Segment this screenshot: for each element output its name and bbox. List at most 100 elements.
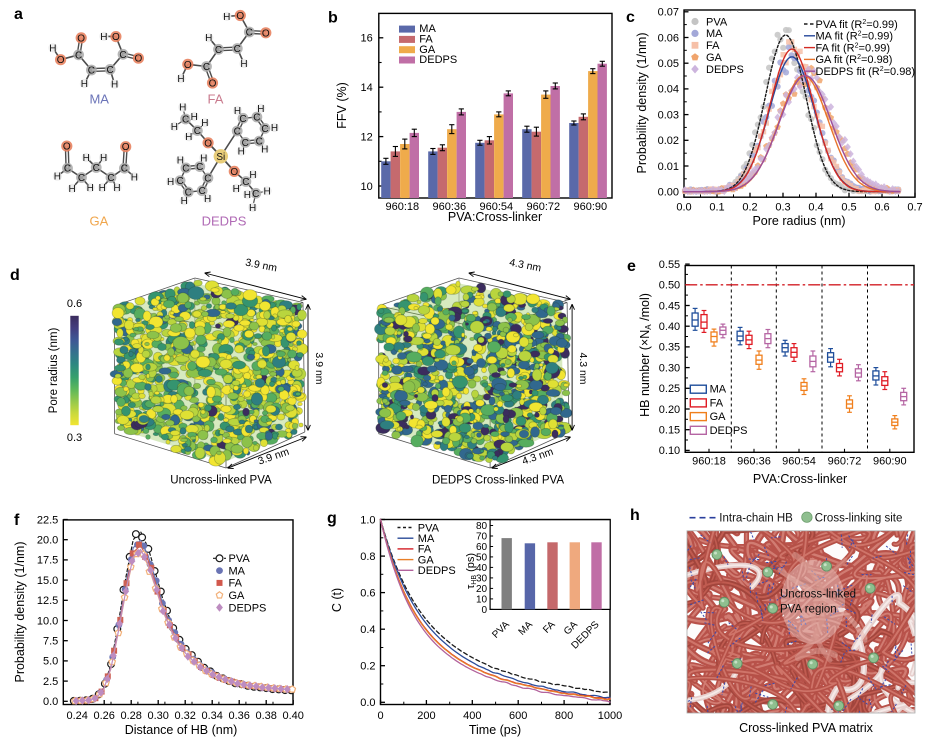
svg-text:MA: MA [706, 28, 723, 40]
svg-text:O: O [184, 60, 192, 71]
svg-text:0.35: 0.35 [659, 342, 680, 354]
svg-text:FA: FA [418, 544, 432, 556]
svg-text:H: H [201, 118, 208, 129]
svg-text:e: e [627, 258, 636, 275]
svg-text:0.40: 0.40 [282, 710, 303, 722]
svg-text:200: 200 [417, 710, 435, 722]
svg-text:HB number (×NA /mol): HB number (×NA /mol) [638, 293, 653, 417]
svg-text:H: H [205, 33, 212, 44]
svg-text:40: 40 [476, 563, 488, 574]
svg-text:Uncross-linked PVA: Uncross-linked PVA [170, 475, 272, 487]
svg-text:DEDPS fit (R2=0.98): DEDPS fit (R2=0.98) [816, 66, 916, 78]
svg-text:H: H [111, 80, 118, 91]
svg-text:h: h [630, 507, 640, 524]
svg-text:1000: 1000 [598, 710, 622, 722]
svg-text:FA: FA [706, 40, 720, 52]
svg-text:O: O [236, 11, 244, 22]
svg-text:C: C [194, 126, 201, 137]
svg-text:f: f [14, 512, 20, 529]
svg-text:Cross-linked PVA matrix: Cross-linked PVA matrix [739, 721, 874, 735]
svg-text:960:36: 960:36 [737, 456, 771, 468]
svg-text:H: H [204, 194, 211, 205]
svg-text:C: C [182, 115, 189, 126]
svg-text:MA: MA [710, 384, 727, 396]
svg-text:GA: GA [710, 411, 727, 423]
svg-text:FFV (%): FFV (%) [335, 82, 349, 129]
svg-text:GA: GA [229, 590, 246, 602]
svg-text:Pore radius (nm): Pore radius (nm) [752, 214, 845, 228]
svg-text:0.3: 0.3 [775, 202, 790, 214]
svg-text:4.3 nm: 4.3 nm [508, 257, 542, 275]
svg-text:GA: GA [90, 214, 109, 229]
svg-text:800: 800 [555, 710, 573, 722]
svg-text:τHB (ps): τHB (ps) [465, 553, 478, 589]
svg-text:0.0: 0.0 [43, 696, 58, 708]
svg-text:0.28: 0.28 [120, 710, 141, 722]
svg-text:0.38: 0.38 [255, 710, 276, 722]
svg-text:C: C [261, 124, 268, 135]
svg-text:C: C [242, 177, 249, 188]
svg-text:O: O [57, 55, 65, 66]
svg-text:PVA:Cross-linker: PVA:Cross-linker [753, 472, 847, 486]
svg-text:O: O [204, 138, 212, 149]
svg-text:16: 16 [361, 33, 373, 45]
svg-text:7.5: 7.5 [43, 636, 58, 648]
svg-text:H: H [87, 183, 94, 194]
svg-text:MA: MA [418, 533, 435, 545]
svg-text:Cross-linking site: Cross-linking site [815, 513, 903, 525]
svg-text:H: H [68, 184, 75, 195]
svg-text:H: H [249, 170, 256, 181]
svg-text:2.5: 2.5 [43, 676, 58, 688]
svg-text:0.0: 0.0 [676, 202, 691, 214]
svg-text:O: O [135, 54, 143, 65]
svg-text:22.5: 22.5 [37, 514, 58, 526]
svg-text:3.9 nm: 3.9 nm [244, 257, 278, 275]
svg-text:17.5: 17.5 [37, 555, 58, 567]
svg-text:H: H [240, 59, 247, 70]
svg-text:b: b [328, 10, 338, 27]
svg-text:H: H [191, 112, 198, 123]
svg-text:0.00: 0.00 [658, 187, 679, 199]
svg-text:O: O [209, 79, 217, 90]
svg-text:H: H [83, 153, 90, 164]
svg-text:0.40: 0.40 [659, 321, 680, 333]
svg-text:0.6: 0.6 [67, 298, 82, 310]
svg-text:FA: FA [229, 578, 243, 590]
svg-text:0: 0 [377, 710, 383, 722]
svg-text:0.2: 0.2 [742, 202, 757, 214]
svg-text:14: 14 [361, 82, 373, 94]
svg-text:C: C [234, 127, 241, 138]
svg-text:C: C [75, 50, 82, 61]
svg-text:C: C [176, 176, 183, 187]
svg-text:C (t): C (t) [330, 588, 344, 612]
svg-text:0.6: 0.6 [874, 202, 889, 214]
svg-text:C: C [88, 66, 95, 77]
svg-text:H: H [113, 183, 120, 194]
svg-text:80: 80 [476, 521, 488, 532]
svg-text:H: H [167, 177, 174, 188]
svg-text:0.25: 0.25 [659, 383, 680, 395]
svg-text:H: H [99, 183, 106, 194]
svg-text:Intra-chain HB: Intra-chain HB [719, 513, 793, 525]
svg-text:0.6: 0.6 [360, 587, 375, 599]
svg-text:DEDPS Cross-linked PVA: DEDPS Cross-linked PVA [432, 475, 564, 487]
svg-text:H: H [257, 104, 264, 115]
svg-text:H: H [244, 190, 251, 201]
svg-text:FA fit (R2=0.99): FA fit (R2=0.99) [816, 42, 891, 54]
svg-text:0.05: 0.05 [658, 58, 679, 70]
svg-text:Si: Si [216, 152, 225, 163]
svg-text:H: H [200, 153, 207, 164]
svg-text:0.32: 0.32 [174, 710, 195, 722]
svg-text:d: d [10, 267, 20, 284]
svg-text:C: C [196, 162, 203, 173]
svg-text:g: g [327, 510, 337, 527]
svg-text:960:18: 960:18 [385, 201, 419, 213]
svg-text:PVA: PVA [229, 553, 251, 565]
svg-text:O: O [230, 167, 238, 178]
svg-text:0.8: 0.8 [360, 551, 375, 563]
svg-text:H: H [238, 147, 245, 158]
svg-text:960:36: 960:36 [432, 201, 466, 213]
svg-text:C: C [106, 65, 113, 76]
svg-text:FA: FA [541, 619, 558, 636]
svg-text:960:72: 960:72 [526, 201, 560, 213]
